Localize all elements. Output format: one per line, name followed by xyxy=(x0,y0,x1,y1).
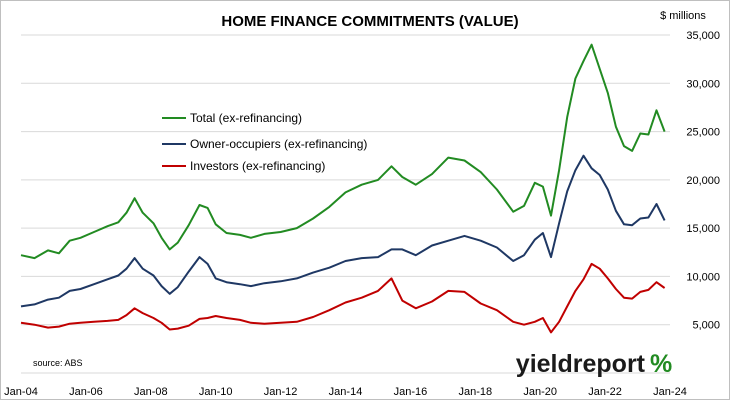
x-axis-ticks: Jan-04 Jan-06 Jan-08 Jan-10 Jan-12 Jan-14 Jan-… xyxy=(4,386,687,398)
x-tick-label: Jan-10 xyxy=(199,386,233,398)
y-tick-label: 10,000 xyxy=(686,271,720,283)
x-tick-label: Jan-06 xyxy=(69,386,103,398)
x-tick-label: Jan-16 xyxy=(394,386,428,398)
series-line-total xyxy=(20,43,666,260)
x-tick-label: Jan-04 xyxy=(4,386,38,398)
logo-text: yieldreport xyxy=(516,350,646,378)
series-lines xyxy=(20,43,666,334)
legend-label: Investors (ex-refinancing) xyxy=(190,159,325,173)
x-tick-label: Jan-22 xyxy=(588,386,622,398)
yieldreport-logo: yieldreport % xyxy=(516,350,672,378)
x-tick-label: Jan-18 xyxy=(458,386,492,398)
x-tick-label: Jan-14 xyxy=(329,386,363,398)
x-tick-label: Jan-20 xyxy=(523,386,557,398)
chart-title: HOME FINANCE COMMITMENTS (VALUE) xyxy=(221,13,518,30)
y-tick-label: 35,000 xyxy=(686,30,720,42)
y-tick-label: 30,000 xyxy=(686,78,720,90)
series-line-investors xyxy=(20,262,666,334)
y-axis-ticks: 5,000 10,000 15,000 20,000 25,000 30,000 35,00… xyxy=(686,30,720,332)
legend-label: Total (ex-refinancing) xyxy=(190,111,302,125)
series-line-owner-occupiers xyxy=(20,154,666,308)
x-tick-label: Jan-08 xyxy=(134,386,168,398)
gridlines xyxy=(21,34,670,374)
logo-percent-symbol: % xyxy=(650,350,672,378)
y-tick-label: 20,000 xyxy=(686,175,720,187)
y-tick-label: 5,000 xyxy=(692,320,720,332)
source-note: source: ABS xyxy=(33,358,83,368)
x-tick-label: Jan-12 xyxy=(264,386,298,398)
y-axis-unit-label: $ millions xyxy=(660,10,706,22)
y-tick-label: 25,000 xyxy=(686,127,720,139)
y-tick-label: 15,000 xyxy=(686,223,720,235)
legend-label: Owner-occupiers (ex-refinancing) xyxy=(190,137,367,151)
x-tick-label: Jan-24 xyxy=(653,386,687,398)
legend: Total (ex-refinancing) Owner-occupiers (e… xyxy=(162,111,367,173)
